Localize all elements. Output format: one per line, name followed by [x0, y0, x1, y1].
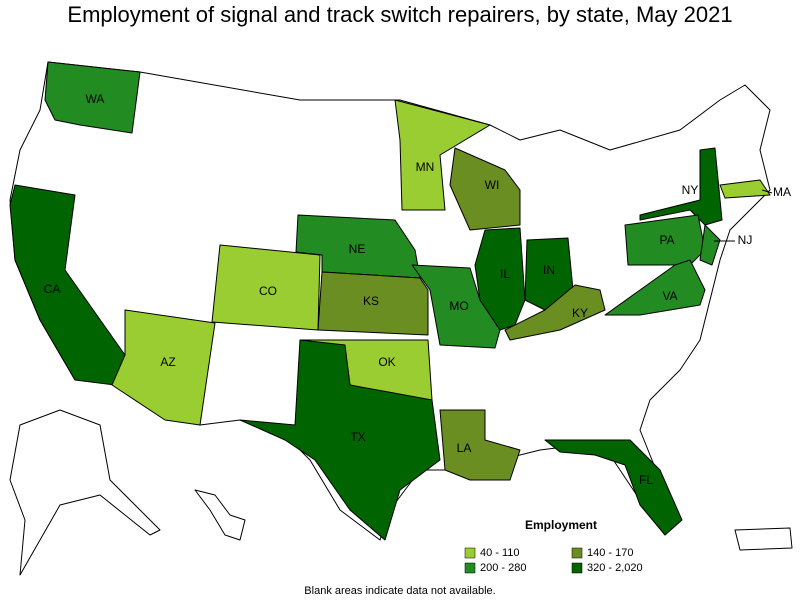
- state-shape: [111, 309, 216, 426]
- legend-label: 320 - 2,020: [587, 562, 643, 574]
- state-shape: [624, 214, 706, 266]
- legend-swatch: [571, 562, 583, 574]
- state-label: NY: [682, 183, 699, 197]
- state-shape: [9, 184, 126, 386]
- legend-swatch: [464, 547, 476, 559]
- legend-title: Employment: [525, 518, 597, 532]
- legend: 40 - 110 140 - 170 200 - 280 320 - 2,020: [464, 547, 643, 574]
- state-label: MO: [449, 299, 468, 313]
- state-label: KY: [572, 306, 588, 320]
- state-label: MA: [773, 185, 791, 199]
- states: [9, 61, 771, 541]
- state-label: WI: [485, 178, 500, 192]
- state-label: PA: [659, 233, 674, 247]
- state-label: NE: [349, 242, 366, 256]
- state-label: IN: [543, 263, 555, 277]
- state-label: VA: [662, 289, 677, 303]
- state-label: IL: [500, 267, 510, 281]
- legend-swatch: [571, 547, 583, 559]
- puerto-rico: [734, 527, 793, 551]
- legend-label: 200 - 280: [480, 562, 526, 574]
- state-shape: [411, 264, 501, 349]
- state-label: CO: [259, 284, 277, 298]
- state-shape: [394, 99, 491, 211]
- state-labels: WA CA AZ CO NE KS OK TX MN WI MO LA IL I…: [44, 92, 791, 487]
- ma-leader: [761, 189, 773, 194]
- state-shape: [449, 147, 521, 231]
- state-label: LA: [457, 441, 472, 455]
- state-shape: [44, 61, 141, 134]
- state-label: FL: [639, 473, 653, 487]
- state-label: OK: [378, 355, 395, 369]
- alaska: [9, 409, 161, 576]
- state-label: AZ: [160, 355, 175, 369]
- state-shape: [317, 271, 429, 336]
- state-label: TX: [350, 430, 365, 444]
- state-shape: [504, 284, 606, 341]
- state-shape: [604, 259, 706, 316]
- state-shape: [474, 227, 526, 331]
- state-shape: [699, 224, 721, 266]
- footnote: Blank areas indicate data not available.: [304, 585, 495, 597]
- state-shape: [439, 409, 521, 481]
- state-shape: [544, 439, 683, 536]
- state-shape: [719, 179, 771, 199]
- state-shape: [639, 147, 723, 226]
- state-label: MN: [416, 160, 435, 174]
- legend-swatch: [464, 562, 476, 574]
- hawaii: [194, 489, 246, 541]
- state-label: CA: [44, 282, 61, 296]
- state-label: NJ: [738, 233, 753, 247]
- state-label: WA: [86, 92, 105, 106]
- state-label: KS: [363, 294, 379, 308]
- legend-label: 40 - 110: [480, 547, 520, 559]
- legend-label: 140 - 170: [587, 547, 633, 559]
- state-shape: [239, 339, 441, 541]
- map-title: Employment of signal and track switch re…: [67, 2, 732, 27]
